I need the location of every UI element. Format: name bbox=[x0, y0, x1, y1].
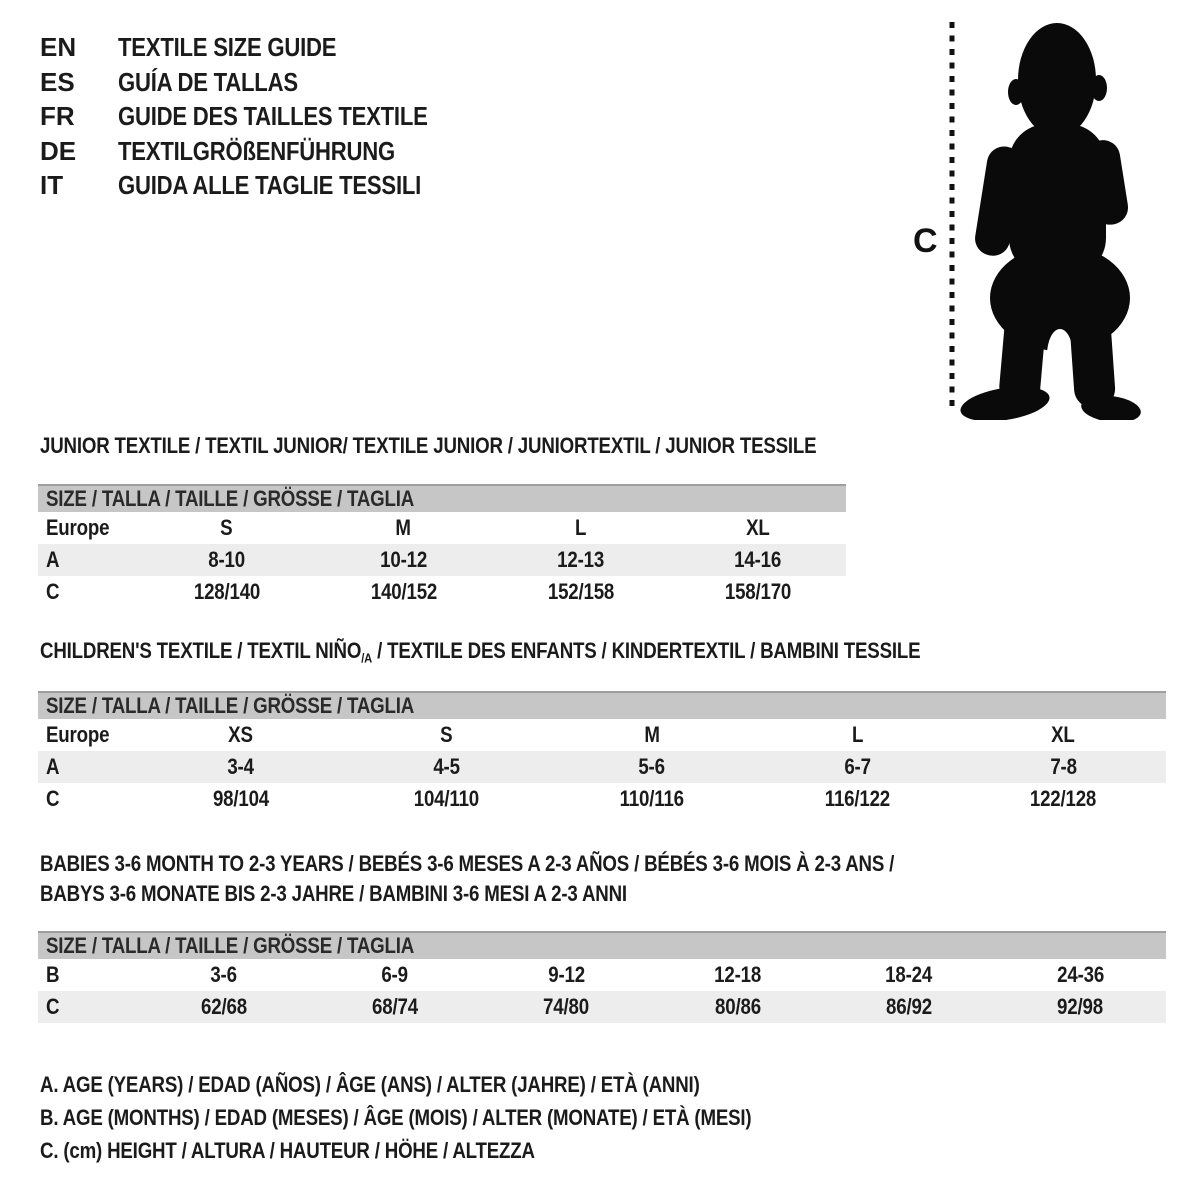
toddler-silhouette-figure: C bbox=[913, 22, 1141, 420]
height-measure-label: C bbox=[913, 222, 938, 260]
guide-title-fr: GUIDE DES TAILLES TEXTILE bbox=[118, 101, 428, 132]
guide-title-es: GUÍA DE TALLAS bbox=[118, 66, 298, 97]
row-label: C bbox=[46, 786, 60, 811]
toddler-silhouette bbox=[960, 23, 1141, 420]
table-row-age-years: A 3-4 4-5 5-6 6-7 7-8 bbox=[38, 751, 1166, 783]
table-row-age-years: A 8-10 10-12 12-13 14-16 bbox=[38, 544, 846, 576]
lang-row-de: DE TEXTILGRÖßENFÜHRUNG bbox=[40, 134, 482, 169]
junior-size-table: SIZE / TALLA / TAILLE / GRÖSSE / TAGLIA … bbox=[38, 484, 846, 608]
row-label: Europe bbox=[46, 722, 110, 747]
table-row-height: C 62/68 68/74 74/80 80/86 86/92 92/98 bbox=[38, 991, 1166, 1023]
table-row-age-months: B 3-6 6-9 9-12 12-18 18-24 24-36 bbox=[38, 959, 1166, 991]
children-size-table: SIZE / TALLA / TAILLE / GRÖSSE / TAGLIA … bbox=[38, 691, 1166, 815]
babies-section-title: BABIES 3-6 MONTH TO 2-3 YEARS / BEBÉS 3-… bbox=[40, 851, 895, 906]
table-row-europe: Europe XS S M L XL bbox=[38, 719, 1166, 751]
measurement-legend: A. AGE (YEARS) / EDAD (AÑOS) / ÂGE (ANS)… bbox=[40, 1068, 877, 1167]
size-header-bar: SIZE / TALLA / TAILLE / GRÖSSE / TAGLIA bbox=[38, 484, 846, 512]
lang-code: IT bbox=[40, 170, 64, 201]
row-label: C bbox=[46, 994, 60, 1019]
legend-line-c: C. (cm) HEIGHT / ALTURA / HAUTEUR / HÖHE… bbox=[40, 1138, 535, 1163]
size-header-bar: SIZE / TALLA / TAILLE / GRÖSSE / TAGLIA bbox=[38, 691, 1166, 719]
guide-title-it: GUIDA ALLE TAGLIE TESSILI bbox=[118, 170, 422, 201]
junior-section-title: JUNIOR TEXTILE / TEXTIL JUNIOR/ TEXTILE … bbox=[40, 433, 817, 458]
legend-line-a: A. AGE (YEARS) / EDAD (AÑOS) / ÂGE (ANS)… bbox=[40, 1072, 700, 1097]
legend-line-b: B. AGE (MONTHS) / EDAD (MESES) / ÂGE (MO… bbox=[40, 1105, 752, 1130]
lang-code: DE bbox=[40, 135, 77, 166]
babies-size-table: SIZE / TALLA / TAILLE / GRÖSSE / TAGLIA … bbox=[38, 931, 1166, 1023]
row-label: Europe bbox=[46, 515, 110, 540]
table-row-europe: Europe S M L XL bbox=[38, 512, 846, 544]
row-label: C bbox=[46, 579, 60, 604]
table-row-height: C 128/140 140/152 152/158 158/170 bbox=[38, 576, 846, 608]
row-label: B bbox=[46, 962, 60, 987]
lang-code: EN bbox=[40, 32, 77, 62]
lang-row-fr: FR GUIDE DES TAILLES TEXTILE bbox=[40, 99, 482, 134]
guide-title-de: TEXTILGRÖßENFÜHRUNG bbox=[118, 135, 395, 166]
lang-code: ES bbox=[40, 66, 75, 97]
guide-title-en: TEXTILE SIZE GUIDE bbox=[118, 32, 337, 62]
lang-code: FR bbox=[40, 101, 75, 132]
children-section-title: CHILDREN'S TEXTILE / TEXTIL NIÑO/A / TEX… bbox=[40, 638, 921, 666]
lang-row-en: EN TEXTILE SIZE GUIDE bbox=[40, 30, 482, 65]
lang-row-it: IT GUIDA ALLE TAGLIE TESSILI bbox=[40, 168, 482, 203]
row-label: A bbox=[46, 754, 60, 779]
table-row-height: C 98/104 104/110 110/116 116/122 122/128 bbox=[38, 783, 1166, 815]
size-header-bar: SIZE / TALLA / TAILLE / GRÖSSE / TAGLIA bbox=[38, 931, 1166, 959]
nino-a-subscript: /A bbox=[361, 650, 373, 666]
language-title-list: EN TEXTILE SIZE GUIDE ES GUÍA DE TALLAS … bbox=[40, 30, 482, 203]
row-label: A bbox=[46, 547, 60, 572]
lang-row-es: ES GUÍA DE TALLAS bbox=[40, 65, 482, 100]
